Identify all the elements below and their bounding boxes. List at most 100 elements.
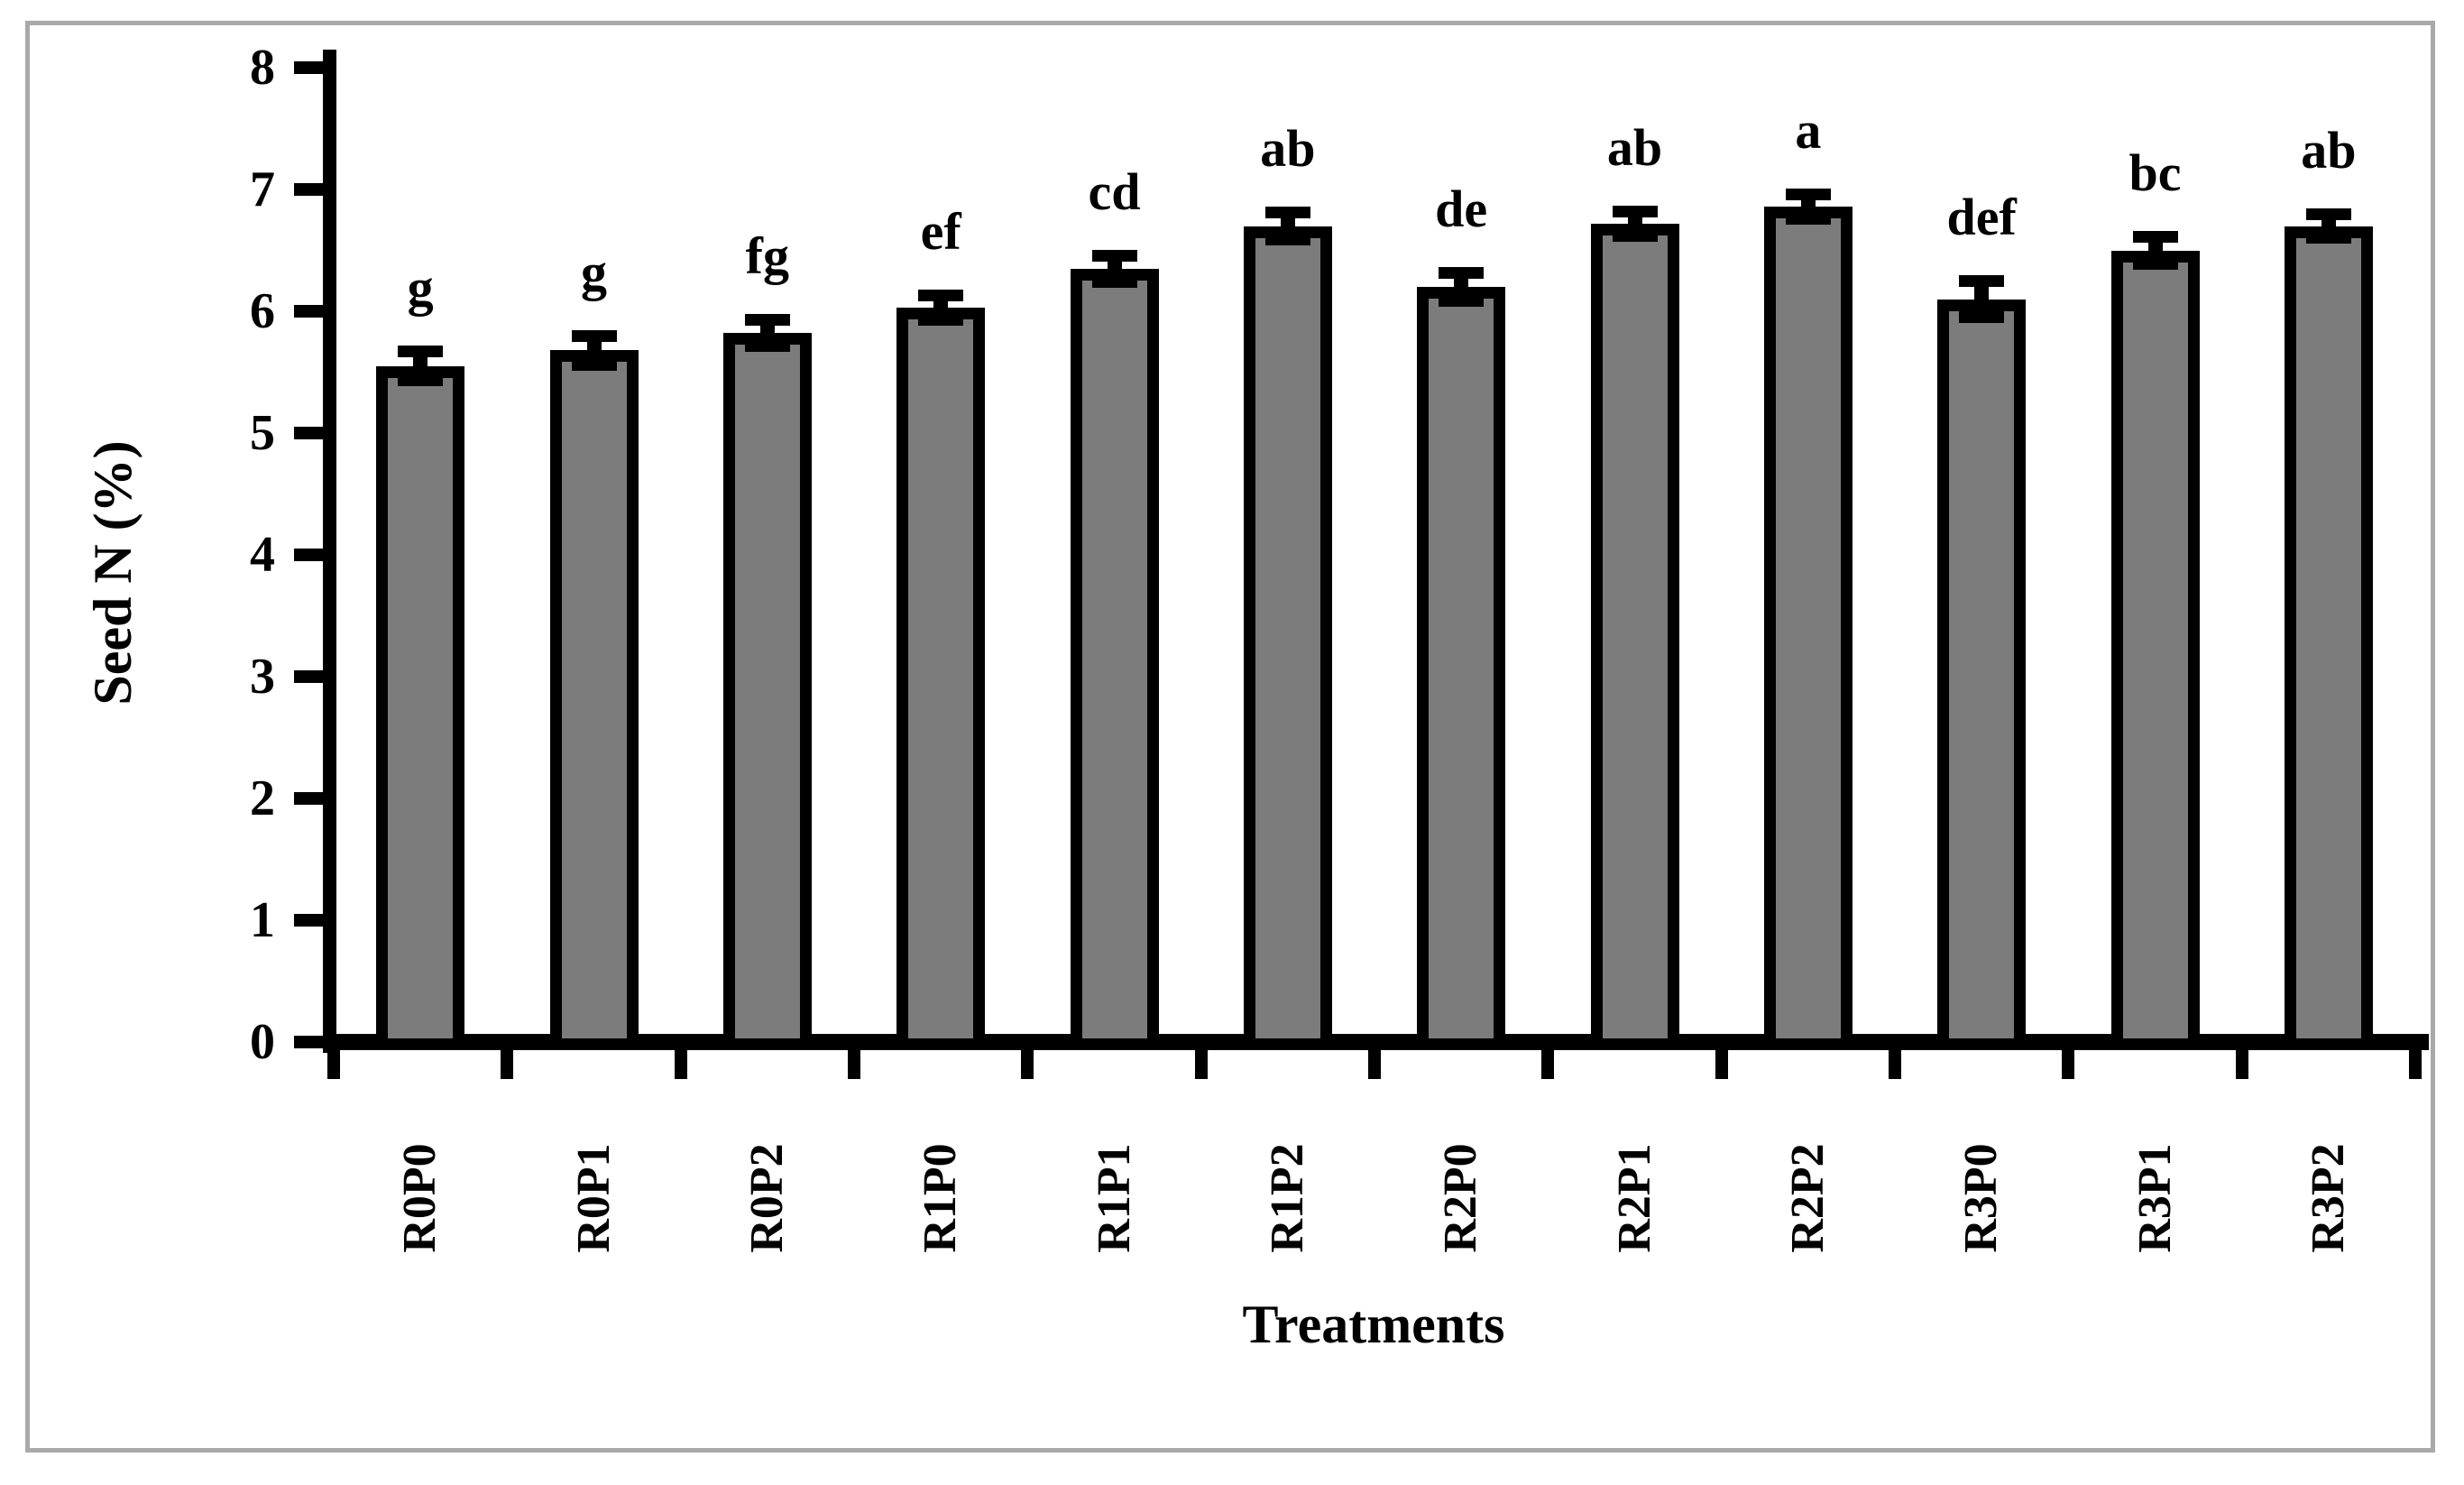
error-bar-stem <box>2147 243 2163 258</box>
significance-letter: a <box>1795 101 1822 161</box>
y-tick-label: 2 <box>250 770 275 826</box>
y-tick <box>293 427 325 439</box>
error-bar-bottom-cap <box>1439 295 1485 308</box>
error-bar-bottom-cap <box>571 358 617 371</box>
x-tick <box>327 1050 340 1079</box>
significance-letter: cd <box>1088 161 1141 221</box>
error-bar-top-cap <box>1264 207 1310 219</box>
y-tick-label: 0 <box>250 1014 275 1070</box>
y-axis-line <box>322 50 336 1053</box>
error-bar-stem <box>1107 261 1122 276</box>
significance-letter: fg <box>745 226 789 286</box>
bar-r2p2 <box>1763 206 1853 1050</box>
x-tick <box>1194 1050 1208 1079</box>
bar-r1p2 <box>1243 226 1332 1050</box>
error-bar-stem <box>1974 287 1990 311</box>
y-tick-label: 6 <box>250 283 275 339</box>
bar-r3p2 <box>2284 226 2373 1050</box>
bar-r3p1 <box>2110 250 2200 1050</box>
y-tick-label: 1 <box>250 892 275 948</box>
bar-r0p0 <box>376 365 465 1050</box>
x-tick-label-r0p1: R0P1 <box>567 1143 620 1253</box>
x-tick-label-r3p1: R3P1 <box>2128 1143 2181 1253</box>
error-bar-top-cap <box>398 346 444 358</box>
error-bar-stem <box>933 301 949 314</box>
bar-r1p1 <box>1070 268 1159 1050</box>
bar-r1p0 <box>896 307 986 1050</box>
chart-frame: 0 1 2 3 4 5 6 7 8 g R0P0 g R0P1 fg R0P2 ef R1P0 cd R1P1 ab R… <box>25 21 2435 1453</box>
bar-r2p1 <box>1590 223 1679 1050</box>
error-bar-bottom-cap <box>1959 311 2005 323</box>
significance-letter: ef <box>920 202 961 262</box>
significance-letter: bc <box>2128 143 2182 203</box>
error-bar-stem <box>1800 200 1816 213</box>
x-tick <box>1889 1050 1901 1079</box>
x-tick <box>2409 1050 2422 1079</box>
error-bar-stem <box>1627 217 1642 230</box>
y-tick <box>293 183 325 196</box>
significance-letter: ab <box>1606 118 1663 178</box>
significance-letter: de <box>1435 179 1488 238</box>
error-bar-top-cap <box>2132 231 2178 244</box>
error-bar-bottom-cap <box>1785 212 1831 225</box>
error-bar-stem <box>759 326 775 341</box>
x-tick-label-r3p0: R3P0 <box>1955 1143 2008 1253</box>
x-axis-line <box>322 1034 2429 1050</box>
error-bar-bottom-cap <box>1264 233 1310 245</box>
error-bar-top-cap <box>918 290 964 302</box>
y-tick-label: 3 <box>250 649 275 705</box>
x-tick <box>1541 1050 1555 1079</box>
x-tick <box>1021 1050 1034 1079</box>
error-bar-top-cap <box>571 329 617 342</box>
x-tick <box>1368 1050 1381 1079</box>
x-tick <box>1715 1050 1728 1079</box>
x-tick <box>501 1050 514 1079</box>
error-bar-stem <box>586 341 602 359</box>
bar-r0p2 <box>722 333 812 1050</box>
x-tick-label-r0p0: R0P0 <box>394 1143 446 1253</box>
error-bar-top-cap <box>1785 189 1831 201</box>
bar-r2p0 <box>1417 287 1506 1050</box>
y-tick <box>293 1036 325 1048</box>
x-tick-label-r3p2: R3P2 <box>2302 1143 2354 1253</box>
x-tick <box>2235 1050 2248 1079</box>
y-tick <box>293 305 325 318</box>
x-tick-label-r0p2: R0P2 <box>740 1143 793 1253</box>
error-bar-bottom-cap <box>2132 257 2178 270</box>
error-bar-top-cap <box>1612 206 1658 218</box>
x-axis-title: Treatments <box>1242 1295 1505 1354</box>
y-tick <box>293 549 325 561</box>
error-bar-bottom-cap <box>744 340 790 353</box>
y-tick-label: 8 <box>250 40 275 96</box>
x-tick-label-r2p2: R2P2 <box>1781 1143 1834 1253</box>
error-bar-stem <box>1280 218 1295 234</box>
significance-letter: ab <box>2301 120 2357 180</box>
error-bar-top-cap <box>744 314 790 327</box>
x-tick <box>2062 1050 2075 1079</box>
bar-r3p0 <box>1937 299 2027 1050</box>
y-tick-label: 5 <box>250 405 275 461</box>
y-tick <box>293 792 325 805</box>
error-bar-bottom-cap <box>1091 275 1137 288</box>
error-bar-stem <box>1454 278 1469 296</box>
bar-r0p1 <box>549 350 639 1050</box>
error-bar-top-cap <box>1091 249 1137 262</box>
x-tick <box>674 1050 687 1079</box>
error-bar-stem <box>2321 219 2336 233</box>
error-bar-stem <box>413 357 428 375</box>
significance-letter: g <box>407 258 434 318</box>
error-bar-top-cap <box>1439 266 1485 279</box>
error-bar-bottom-cap <box>1612 229 1658 242</box>
significance-letter: g <box>581 242 607 301</box>
x-tick-label-r1p0: R1P0 <box>915 1143 967 1253</box>
plot-area: 0 1 2 3 4 5 6 7 8 g R0P0 g R0P1 fg R0P2 ef R1P0 cd R1P1 ab R… <box>30 25 2431 1448</box>
y-tick <box>293 670 325 683</box>
significance-letter: def <box>1946 188 2017 246</box>
error-bar-bottom-cap <box>398 374 444 387</box>
y-tick-label: 7 <box>250 161 275 217</box>
y-axis-title: Seed N (%) <box>83 440 143 706</box>
error-bar-top-cap <box>1959 275 2005 287</box>
y-tick-label: 4 <box>250 527 275 583</box>
y-tick <box>293 61 325 74</box>
y-tick <box>293 914 325 927</box>
